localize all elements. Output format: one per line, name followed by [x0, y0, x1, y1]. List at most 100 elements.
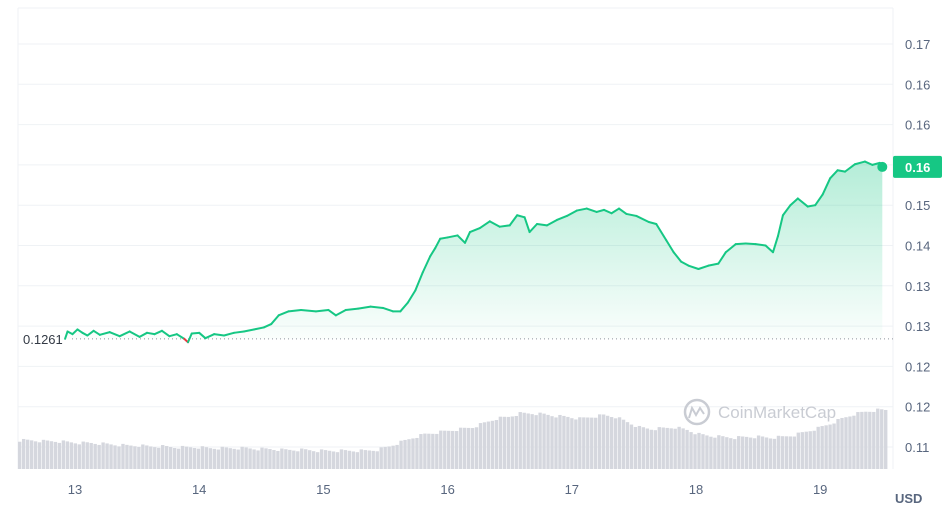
x-tick-label: 16: [440, 482, 454, 497]
current-price-badge: [893, 155, 942, 178]
volume-bar: [641, 427, 646, 469]
volume-bar: [244, 447, 248, 469]
volume-bar: [574, 419, 578, 469]
volume-bar: [371, 450, 375, 469]
price-segment: [421, 255, 432, 274]
volume-bar: [784, 436, 789, 469]
volume-bar: [756, 435, 761, 469]
price-segment: [724, 243, 737, 254]
volume-bar: [562, 415, 566, 469]
volume-bar: [772, 438, 777, 469]
volume-bar: [605, 415, 610, 469]
volume-bar: [451, 430, 455, 469]
price-segment: [252, 326, 265, 331]
volume-bar: [474, 427, 479, 469]
volume-bar: [25, 439, 30, 469]
volume-bar: [856, 412, 860, 469]
volume-bar: [69, 442, 74, 469]
volume-bar: [816, 426, 820, 469]
volume-bar: [339, 449, 344, 469]
price-segment: [585, 207, 598, 213]
volume-bar: [89, 442, 93, 469]
price-segment: [223, 331, 235, 337]
y-tick-label: 0.17: [905, 37, 930, 52]
price-segment: [814, 193, 824, 207]
volume-bar: [45, 440, 50, 469]
volume-bar: [514, 415, 518, 469]
price-segment: [369, 305, 385, 309]
volume-bar: [498, 416, 503, 469]
volume-bar: [744, 436, 749, 469]
price-segment: [406, 289, 417, 304]
price-segment: [71, 328, 79, 336]
price-segment: [687, 264, 700, 271]
coinmarketcap-logo-icon: [683, 398, 711, 426]
price-segment: [314, 308, 330, 313]
volume-bar: [391, 445, 395, 469]
price-segment: [118, 330, 131, 338]
volume-bar: [677, 426, 681, 469]
volume-bar: [145, 445, 149, 469]
price-segment: [277, 310, 290, 317]
volume-bar: [721, 436, 725, 469]
volume-bar: [415, 437, 419, 469]
volume-bar: [621, 419, 626, 469]
volume-bar: [820, 426, 824, 469]
volume-bar: [482, 422, 487, 469]
volume-bar: [876, 408, 880, 469]
volume-bar: [828, 424, 832, 469]
price-segment: [625, 212, 638, 217]
volume-bar: [454, 431, 459, 469]
volume-bar: [212, 448, 217, 469]
volume-bar: [33, 441, 38, 469]
volume-bar: [435, 433, 439, 469]
volume-bars: [18, 408, 888, 469]
price-segment: [717, 251, 727, 265]
volume-bar: [808, 431, 812, 469]
volume-bar: [494, 420, 499, 469]
price-segment: [528, 223, 539, 234]
volume-bar: [204, 447, 209, 469]
volume-bar: [792, 436, 797, 469]
price-segment: [478, 220, 491, 230]
reference-label: 0.1261: [23, 332, 63, 347]
volume-bar: [311, 451, 316, 469]
volume-bar: [347, 450, 352, 469]
volume-bar: [97, 444, 101, 469]
price-segment: [610, 207, 620, 215]
price-segment: [796, 197, 809, 208]
y-tick-label: 0.12: [905, 359, 930, 374]
volume-bar: [649, 429, 654, 469]
volume-bar: [65, 441, 70, 469]
volume-bar: [578, 417, 582, 469]
volume-bar: [411, 438, 415, 469]
volume-bar: [538, 412, 542, 469]
volume-bar: [824, 425, 828, 469]
price-segment: [844, 163, 856, 173]
volume-bar: [502, 416, 507, 469]
volume-bar: [164, 446, 169, 469]
volume-bar: [534, 415, 538, 469]
price-segment: [187, 332, 193, 344]
price-segment: [334, 308, 347, 317]
volume-bar: [800, 432, 804, 469]
x-tick-label: 15: [316, 482, 330, 497]
price-segment: [86, 329, 95, 337]
price-segment: [754, 243, 767, 247]
volume-bar: [669, 428, 673, 469]
price-segment: [190, 331, 201, 335]
price-segment: [168, 333, 178, 338]
volume-bar: [657, 427, 661, 469]
volume-bar: [812, 430, 816, 469]
x-tick-label: 13: [68, 482, 82, 497]
y-tick-label: 0.16: [905, 118, 930, 133]
volume-bar: [375, 451, 379, 469]
price-segment: [446, 234, 459, 239]
volume-bar: [570, 418, 574, 469]
volume-bar: [93, 443, 97, 469]
volume-bar: [701, 434, 705, 469]
volume-bar: [447, 430, 451, 469]
volume-bar: [276, 451, 280, 469]
